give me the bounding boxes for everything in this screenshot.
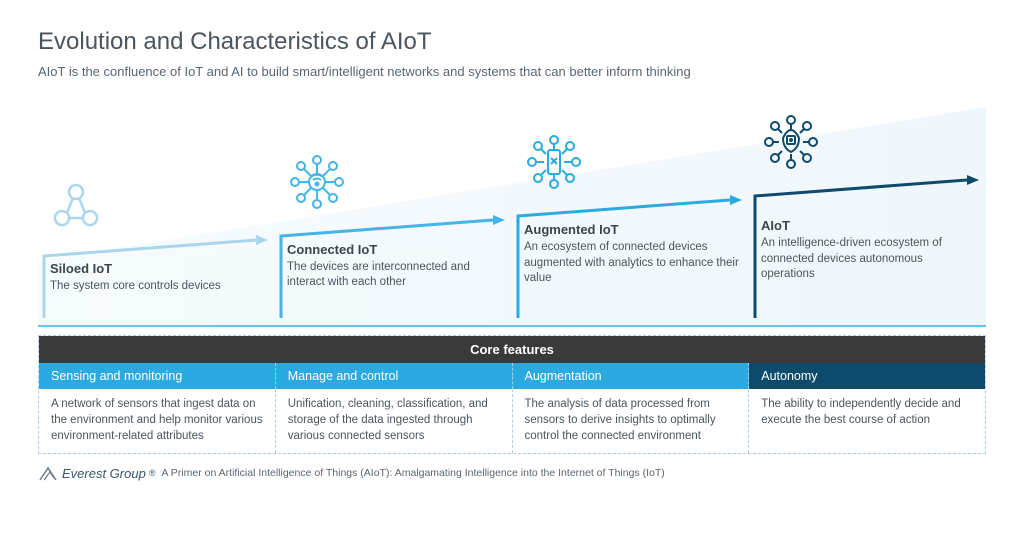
- stage-desc-3: An intelligence-driven ecosystem of conn…: [761, 236, 976, 283]
- stage-desc-0: The system core controls devices: [50, 279, 265, 295]
- aiot-icon: [759, 110, 823, 179]
- stage-label-1: Connected IoT: [287, 242, 502, 257]
- stage-label-0: Siloed IoT: [50, 261, 265, 276]
- core-features-header: Core features: [39, 336, 985, 363]
- core-col-title-3: Autonomy: [749, 363, 985, 389]
- stage-desc-2: An ecosystem of connected devices augmen…: [524, 240, 739, 287]
- core-col-title-0: Sensing and monitoring: [39, 363, 276, 389]
- core-col-title-2: Augmentation: [513, 363, 750, 389]
- core-col-body-3: The ability to independently decide and …: [749, 389, 985, 453]
- page-subtitle: AIoT is the confluence of IoT and AI to …: [38, 64, 986, 79]
- core-col-body-2: The analysis of data processed from sens…: [513, 389, 750, 453]
- core-features-table: Core features Sensing and monitoringMana…: [38, 335, 986, 454]
- page-title: Evolution and Characteristics of AIoT: [38, 28, 986, 56]
- augmented-icon: [522, 130, 586, 199]
- stage-label-2: Augmented IoT: [524, 222, 739, 237]
- stage-0: Siloed IoT The system core controls devi…: [38, 97, 275, 327]
- everest-logo-icon: [38, 464, 58, 482]
- core-col-body-1: Unification, cleaning, classification, a…: [276, 389, 513, 453]
- stages-diagram: Siloed IoT The system core controls devi…: [38, 97, 986, 327]
- stage-label-3: AIoT: [761, 218, 976, 233]
- stage-desc-1: The devices are interconnected and inter…: [287, 260, 502, 291]
- stage-2: Augmented IoT An ecosystem of connected …: [512, 97, 749, 327]
- core-col-body-0: A network of sensors that ingest data on…: [39, 389, 276, 453]
- footer-brand: Everest Group: [62, 466, 146, 481]
- stage-3: AIoT An intelligence-driven ecosystem of…: [749, 97, 986, 327]
- connected-icon: [285, 150, 349, 219]
- core-col-title-1: Manage and control: [276, 363, 513, 389]
- registered-mark: ®: [149, 468, 156, 478]
- stage-1: Connected IoT The devices are interconne…: [275, 97, 512, 327]
- footer: Everest Group® A Primer on Artificial In…: [38, 464, 986, 482]
- footer-tagline: A Primer on Artificial Intelligence of T…: [161, 467, 664, 479]
- siloed-icon: [48, 178, 104, 239]
